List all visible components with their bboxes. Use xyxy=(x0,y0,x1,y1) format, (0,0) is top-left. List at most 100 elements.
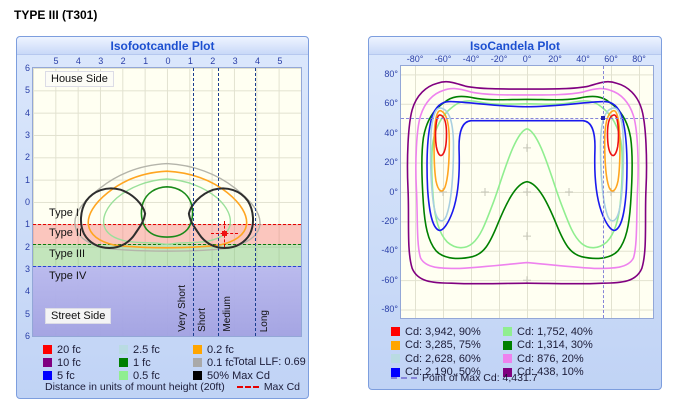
legend-color-swatch xyxy=(193,358,202,367)
legend-label: Cd: 1,314, 30% xyxy=(517,339,593,352)
legend-color-swatch xyxy=(391,367,400,377)
point-of-max-cd-crosshair-vertical xyxy=(603,66,604,318)
contour-0-1fc xyxy=(75,164,260,252)
zone-label: Type III xyxy=(49,248,86,260)
legend-color-swatch xyxy=(391,327,400,337)
contour-10pct xyxy=(407,82,646,284)
legend-item: 20 fc xyxy=(43,343,119,356)
legend-label: 5 fc xyxy=(57,369,75,382)
longitudinal-boundary-line-2 xyxy=(218,68,219,336)
street-side-label: Street Side xyxy=(45,308,112,324)
legend-color-swatch xyxy=(43,358,52,367)
legend-color-swatch xyxy=(43,345,52,354)
legend-color-swatch xyxy=(119,358,128,367)
max-cd-marker xyxy=(222,231,227,236)
legend-color-swatch xyxy=(391,340,400,350)
legend-item: Cd: 876, 20% xyxy=(503,352,639,366)
legend-label: Cd: 876, 20% xyxy=(517,352,584,365)
legend-label: Cd: 1,752, 40% xyxy=(517,325,593,338)
legend-item: Cd: 3,285, 75% xyxy=(391,339,503,353)
legend-color-swatch xyxy=(193,345,202,354)
point-of-max-cd-marker xyxy=(601,116,605,120)
longitudinal-boundary-line-3 xyxy=(255,68,256,336)
zone-label: Type I xyxy=(49,207,79,219)
house-side-label: House Side xyxy=(45,71,114,87)
longitudinal-range-label: Very Short xyxy=(177,285,188,332)
legend-item: 1 fc xyxy=(119,356,193,369)
isocandela-contours xyxy=(401,66,653,318)
max-cd-legend-label: Max Cd xyxy=(263,381,300,393)
point-of-max-cd-label: Point of Max Cd: 4,431.7 xyxy=(422,372,538,384)
isocandela-x-axis: -80° -60° -40° -20° 0° 20° 40° 60° 80° xyxy=(406,54,646,64)
longitudinal-range-label: Long xyxy=(259,309,270,332)
legend-label: 2.5 fc xyxy=(133,343,160,356)
legend-item: Cd: 3,942, 90% xyxy=(391,325,503,339)
legend-color-swatch xyxy=(119,371,128,380)
legend-color-swatch xyxy=(193,371,202,380)
legend-color-swatch xyxy=(503,327,512,337)
contour-20pct xyxy=(416,89,638,269)
legend-item: Cd: 2,190, 50% xyxy=(391,366,503,380)
legend-label: Cd: 438, 10% xyxy=(517,366,584,379)
legend-label: 20 fc xyxy=(57,343,81,356)
total-llf-value: Total LLF: 0.69 xyxy=(233,356,306,368)
legend-color-swatch xyxy=(503,367,512,377)
contour-50pct-max-cd xyxy=(81,188,253,248)
legend-label: 10 fc xyxy=(57,356,81,369)
max-cd-dash-sample xyxy=(236,386,259,388)
legend-label: Cd: 3,942, 90% xyxy=(405,325,481,338)
isocandela-y-axis: 80° 60° 40° 20° 0° -20° -40° -60° -80° xyxy=(381,69,398,314)
legend-item: Cd: 2,628, 60% xyxy=(391,352,503,366)
mount-height-footnote: Distance in units of mount height (20ft) xyxy=(45,381,225,393)
contour-0-2fc xyxy=(88,171,246,248)
isofootcandle-contours xyxy=(33,68,301,336)
contour-60pct xyxy=(431,108,624,221)
legend-label: 0.1 fc xyxy=(207,356,234,369)
isocandela-footnote-row: Point of Max Cd: 4,431.7 xyxy=(391,372,538,384)
contour-40pct xyxy=(432,101,623,248)
zone-label: Type IV xyxy=(49,270,87,282)
contour-1fc xyxy=(141,187,192,237)
legend-color-swatch xyxy=(391,354,400,364)
isofootcandle-title: Isofootcandle Plot xyxy=(17,37,308,55)
legend-item: Cd: 1,314, 30% xyxy=(503,339,639,353)
longitudinal-boundary-line-1 xyxy=(193,68,194,336)
legend-color-swatch xyxy=(503,340,512,350)
legend-label: 1 fc xyxy=(133,356,151,369)
contour-30pct xyxy=(422,96,632,258)
legend-item: Cd: 1,752, 40% xyxy=(503,325,639,339)
legend-color-swatch xyxy=(503,354,512,364)
legend-label: 0.2 fc xyxy=(207,343,234,356)
zone-label: Type II xyxy=(49,227,83,239)
page-title: TYPE III (T301) xyxy=(14,8,98,22)
legend-color-swatch xyxy=(43,371,52,380)
isofootcandle-footnote-row: Distance in units of mount height (20ft)… xyxy=(45,381,300,393)
isocandela-panel: IsoCandela Plot -80° -60° -40° -20° 0° 20° 40°… xyxy=(368,36,662,390)
longitudinal-range-label: Short xyxy=(197,308,208,332)
legend-item: 5 fc xyxy=(43,369,119,382)
legend-item: 0.1 fc xyxy=(193,356,319,369)
legend-item: Cd: 438, 10% xyxy=(503,366,639,380)
legend-item: 2.5 fc xyxy=(119,343,193,356)
axis-cross-ticks xyxy=(439,99,615,285)
legend-item: 50% Max Cd xyxy=(193,369,319,382)
legend-label: Cd: 2,628, 60% xyxy=(405,352,481,365)
contour-0-5fc xyxy=(104,179,231,244)
contour-50pct xyxy=(427,102,627,231)
isocandela-title: IsoCandela Plot xyxy=(369,37,661,55)
legend-label: 0.5 fc xyxy=(133,369,160,382)
longitudinal-range-label: Medium xyxy=(222,296,233,332)
legend-color-swatch xyxy=(119,345,128,354)
contour-75pct xyxy=(434,111,620,191)
type-iv-zone-band xyxy=(33,266,301,336)
legend-label: 50% Max Cd xyxy=(207,369,270,382)
legend-item: 0.5 fc xyxy=(119,369,193,382)
point-of-max-cd-dash-sample xyxy=(391,377,417,379)
legend-label: Cd: 2,190, 50% xyxy=(405,366,481,379)
isocandela-legend: Cd: 3,942, 90% Cd: 3,285, 75% Cd: 2,628,… xyxy=(391,325,639,379)
legend-item: 0.2 fc xyxy=(193,343,319,356)
legend-item: 10 fc xyxy=(43,356,119,369)
